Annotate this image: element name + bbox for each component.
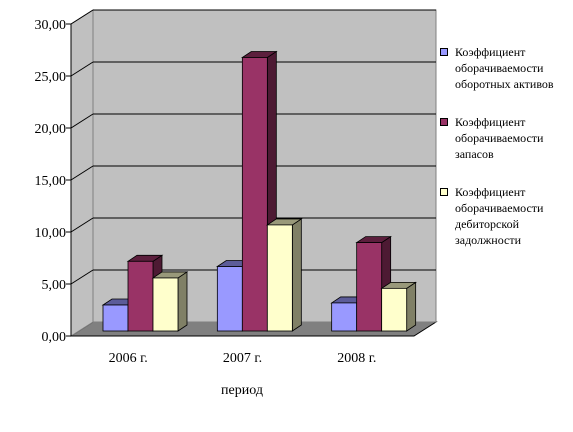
y-tick-label: 15,00 — [35, 174, 67, 189]
x-tick-label: 2007 г. — [223, 351, 262, 366]
bar-front — [152, 277, 179, 332]
bar-side — [177, 271, 188, 332]
legend-swatch — [440, 188, 448, 196]
legend-swatch — [440, 48, 448, 56]
legend-label: Коэффициент оборачиваемости дебиторской … — [455, 185, 544, 247]
bar-front — [216, 266, 243, 332]
legend-item: Коэффициент оборачиваемости оборотных ак… — [440, 44, 570, 92]
gridline-side — [70, 61, 94, 77]
y-tick-label: 5,00 — [42, 278, 67, 293]
bar-front — [241, 57, 268, 332]
bar-side — [406, 281, 417, 332]
y-tick-labels: 0,00 5,00 10,00 15,00 20,00 25,00 30,00 — [35, 18, 67, 345]
bar-front — [266, 224, 293, 332]
gridline-side — [70, 269, 94, 285]
legend-item: Коэффициент оборачиваемости дебиторской … — [440, 184, 570, 248]
bar — [355, 235, 392, 332]
legend-label: Коэффициент оборачиваемости оборотных ак… — [455, 45, 554, 91]
y-tick-label: 10,00 — [35, 226, 67, 241]
y-tick-label: 20,00 — [35, 122, 67, 137]
bar — [266, 218, 303, 332]
y-tick-label: 25,00 — [35, 70, 67, 85]
gridline-side — [70, 165, 94, 181]
axes — [70, 24, 414, 337]
gridline-side — [70, 113, 94, 129]
bar-front — [102, 304, 129, 332]
bar-front — [381, 287, 408, 332]
legend-label: Коэффициент оборачиваемости запасов — [455, 115, 544, 161]
y-tick-label: 30,00 — [35, 18, 67, 33]
bar-front — [356, 242, 383, 332]
bar — [151, 271, 189, 332]
bar — [380, 281, 417, 332]
legend-swatch — [440, 118, 448, 126]
legend-item: Коэффициент оборачиваемости запасов — [440, 114, 570, 162]
x-tick-labels: 2006 г. 2007 г. 2008 г. — [109, 351, 377, 366]
gridline-side — [70, 9, 94, 25]
gridline-side — [70, 217, 94, 233]
bars — [101, 50, 417, 332]
bar — [241, 50, 278, 332]
x-tick-label: 2008 г. — [337, 351, 376, 366]
y-tick-label: 0,00 — [42, 330, 67, 345]
legend: Коэффициент оборачиваемости оборотных ак… — [440, 44, 570, 270]
bar-front — [127, 260, 154, 332]
bar-side — [291, 218, 302, 332]
bar-front — [331, 302, 358, 332]
x-tick-label: 2006 г. — [109, 351, 148, 366]
x-axis-label: период — [221, 383, 263, 398]
